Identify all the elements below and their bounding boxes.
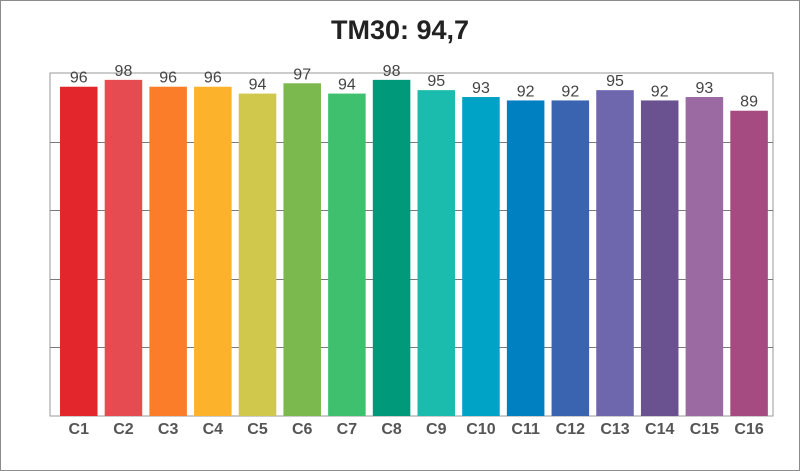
- bar: [730, 110, 768, 416]
- x-tick-label: C7: [337, 421, 358, 438]
- bar: [283, 83, 321, 416]
- data-label: 93: [695, 80, 713, 97]
- x-tick-label: C3: [158, 421, 179, 438]
- bar: [238, 93, 277, 416]
- data-label: 98: [383, 63, 401, 80]
- x-tick-label: C2: [113, 421, 134, 438]
- data-label: 94: [338, 77, 356, 94]
- data-label: 93: [472, 80, 490, 97]
- bar: [551, 100, 590, 416]
- bar: [417, 90, 456, 417]
- x-tick-label: C12: [556, 421, 585, 438]
- x-tick-label: C6: [292, 421, 313, 438]
- bar: [60, 86, 98, 416]
- x-tick-label: C15: [690, 421, 719, 438]
- x-tick-label: C9: [426, 421, 447, 438]
- bar: [640, 100, 679, 416]
- plot-area-border: [49, 72, 774, 417]
- data-label: 92: [517, 83, 535, 100]
- bar: [104, 79, 143, 417]
- x-tick-label: C16: [734, 421, 763, 438]
- data-label: 96: [70, 70, 88, 87]
- bar: [149, 86, 187, 416]
- x-tick-label: C8: [381, 421, 402, 438]
- x-tick-label: C13: [600, 421, 629, 438]
- bar: [372, 79, 411, 417]
- data-label: 98: [115, 63, 133, 80]
- bar: [506, 100, 545, 416]
- x-tick-label: C5: [247, 421, 268, 438]
- chart-title: TM30: 94,7: [330, 15, 470, 45]
- data-label: 96: [159, 70, 177, 87]
- data-label: 96: [204, 70, 222, 87]
- bar: [596, 90, 634, 417]
- bar: [328, 93, 366, 416]
- bar: [194, 86, 232, 416]
- x-tick-label: C1: [69, 421, 90, 438]
- data-label: 92: [651, 83, 669, 100]
- data-label: 95: [427, 73, 445, 90]
- data-label: 89: [740, 94, 758, 111]
- data-label: 97: [293, 66, 311, 83]
- data-label: 94: [249, 77, 267, 94]
- bar: [462, 97, 500, 416]
- x-tick-label: C4: [203, 421, 224, 438]
- x-tick-label: C14: [645, 421, 674, 438]
- bar: [685, 97, 724, 416]
- data-label: 92: [561, 83, 579, 100]
- x-tick-label: C10: [466, 421, 495, 438]
- data-label: 95: [606, 73, 624, 90]
- x-tick-label: C11: [511, 421, 540, 438]
